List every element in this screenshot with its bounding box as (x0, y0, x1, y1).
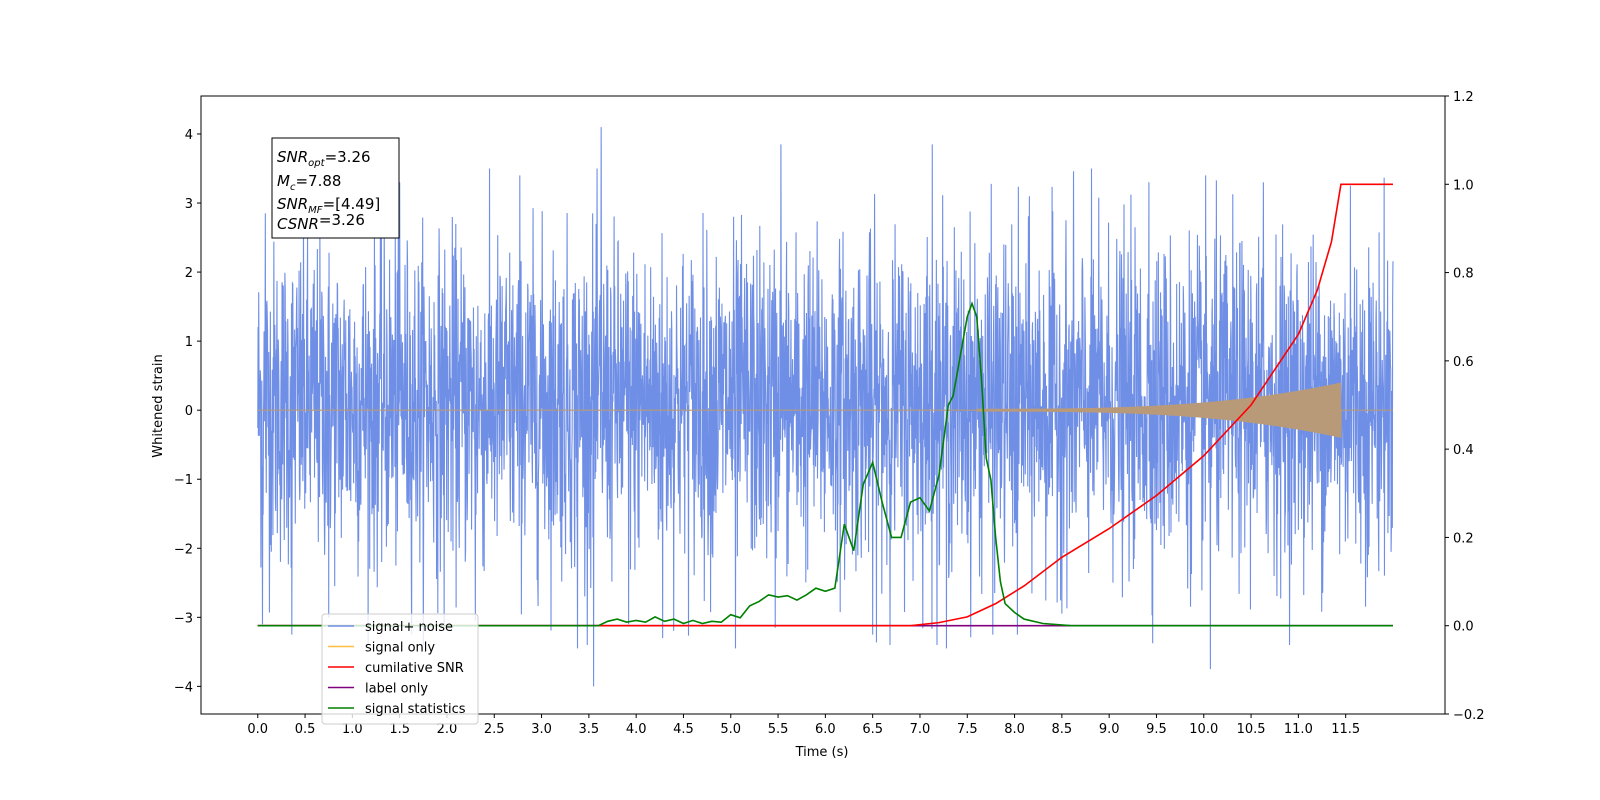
signal-noise-line (257, 127, 1394, 687)
y-tick-label: −1 (174, 473, 193, 488)
legend-label-label: label only (365, 682, 428, 697)
signal-only-line (257, 382, 1393, 438)
x-tick-label: 2.5 (484, 722, 505, 737)
y-tick-label: 4 (185, 128, 193, 143)
x-tick-label: 5.0 (720, 722, 741, 737)
legend-frame (321, 613, 479, 725)
axis-ticks: 0.0 0.5 1.0 1.5 2.0 2.5 3.0 3.5 4.0 4.5 5.0 5.5 6.0 6… (174, 90, 1485, 737)
legend-label-statistics: signal statistics (365, 702, 466, 717)
x-tick-label: 7.0 (910, 722, 931, 737)
x-tick-label: 6.5 (862, 722, 883, 737)
x-tick-label: 4.5 (673, 722, 694, 737)
x-tick-label: 3.0 (531, 722, 552, 737)
x-tick-label: 8.5 (1052, 722, 1073, 737)
x-tick-label: 6.0 (815, 722, 836, 737)
x-tick-label: 2.0 (437, 722, 458, 737)
y-right-tick-label: 0.2 (1453, 531, 1474, 546)
annotation-box: SNRopt=3.26 Mc=7.88 SNRMF=[4.49] CSNR=3.… (271, 137, 400, 239)
cumulative-snr-line (257, 183, 1393, 627)
plot-frame (200, 95, 1446, 715)
x-tick-label: 0.0 (247, 722, 268, 737)
legend: signal+ noise signal only cumilative SNR la… (321, 613, 479, 725)
y-right-tick-label: 0.4 (1453, 443, 1474, 458)
y-right-tick-label: 1.2 (1453, 90, 1474, 105)
y-right-tick-label: 0.8 (1453, 267, 1474, 282)
x-tick-label: 11.0 (1284, 722, 1313, 737)
y-right-tick-label: 1.0 (1453, 178, 1474, 193)
y-right-tick-label: −0.2 (1453, 708, 1485, 723)
snr-mf-annotation: SNRMF=[4.49] (277, 195, 380, 216)
y-tick-label: 1 (185, 335, 193, 350)
x-tick-label: 9.5 (1146, 722, 1167, 737)
y-tick-label: −3 (174, 611, 193, 626)
y-right-tick-label: 0.0 (1453, 620, 1474, 635)
x-tick-label: 3.5 (579, 722, 600, 737)
x-tick-label: 8.0 (1004, 722, 1025, 737)
mc-annotation: Mc=7.88 (277, 172, 341, 193)
y-tick-label: −2 (174, 542, 193, 557)
x-tick-label: 1.0 (342, 722, 363, 737)
x-tick-label: 1.5 (389, 722, 410, 737)
y-right-tick-label: 0.6 (1453, 355, 1474, 370)
x-tick-label: 4.0 (626, 722, 647, 737)
x-tick-label: 0.5 (295, 722, 316, 737)
x-tick-label: 10.5 (1237, 722, 1266, 737)
x-tick-label: 10.0 (1189, 722, 1218, 737)
y-tick-label: −4 (174, 680, 193, 695)
legend-label-noise: signal+ noise (365, 620, 453, 635)
snr-opt-annotation: SNRopt=3.26 (277, 148, 371, 169)
x-axis-label: Time (s) (795, 745, 849, 760)
y-axis-label: Whitened strain (151, 354, 166, 457)
y-tick-label: 2 (185, 266, 193, 281)
y-tick-label: 0 (185, 404, 193, 419)
x-tick-label: 11.5 (1331, 722, 1360, 737)
x-tick-label: 7.5 (957, 722, 978, 737)
y-tick-label: 3 (185, 197, 193, 212)
x-tick-label: 9.0 (1099, 722, 1120, 737)
legend-label-signal: signal only (365, 641, 435, 656)
signal-statistics-line (257, 301, 1393, 627)
legend-label-cumulative: cumilative SNR (365, 661, 464, 676)
x-tick-label: 5.5 (768, 722, 789, 737)
csnr-annotation: CSNR=3.26 (277, 211, 365, 233)
